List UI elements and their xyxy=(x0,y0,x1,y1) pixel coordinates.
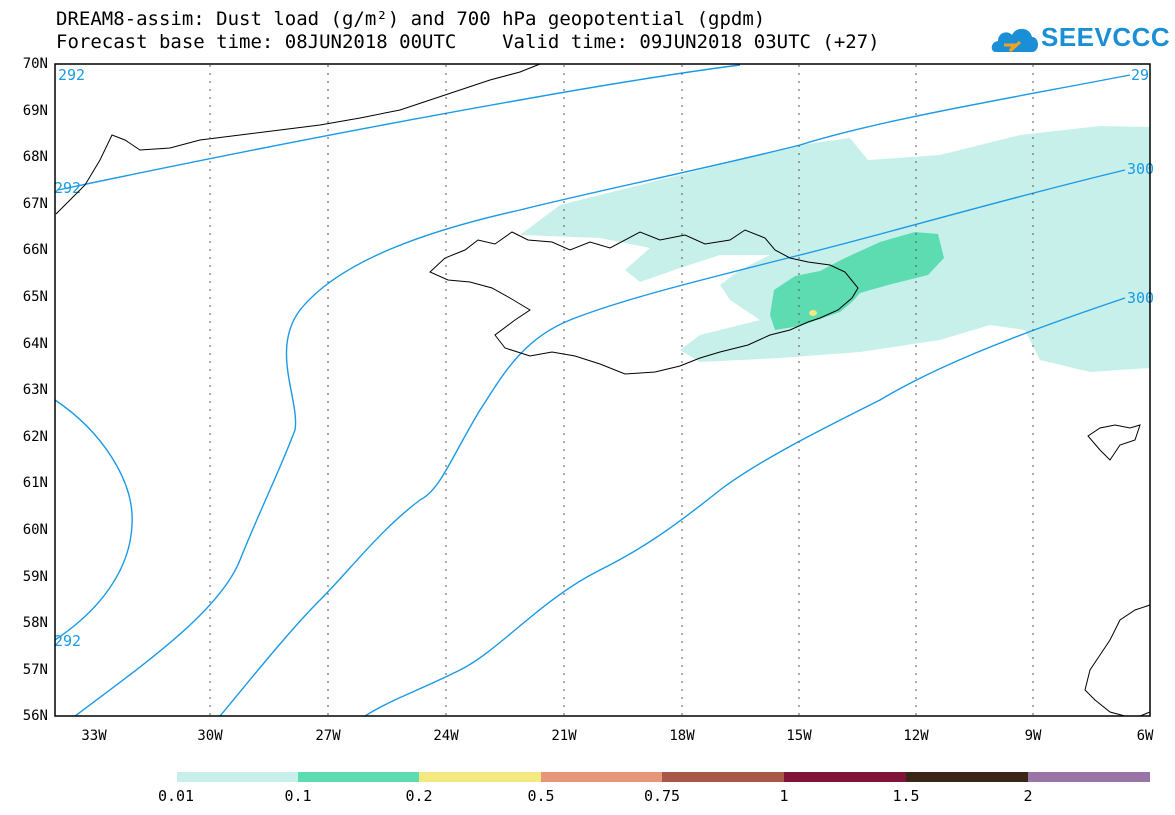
map-frame xyxy=(54,63,1151,717)
colorbar-label: 0.5 xyxy=(527,787,555,805)
map-subtitle: Forecast base time: 08JUN2018 00UTC Vali… xyxy=(56,31,880,53)
colorbar-segment xyxy=(662,772,784,782)
lat-label: 64N xyxy=(22,336,48,352)
scotland-coastline xyxy=(1084,604,1151,717)
colorbar-segment xyxy=(784,772,906,782)
logo-text: SEEVCCC xyxy=(1041,22,1171,52)
dust-load-fields xyxy=(520,126,1150,372)
colorbar-label: 1.5 xyxy=(892,787,920,805)
lat-label: 60N xyxy=(22,522,48,538)
colorbar-segment xyxy=(541,772,662,782)
contour-label: 292 xyxy=(54,179,81,197)
lon-label: 6W xyxy=(1136,728,1154,744)
colorbar-label: 0.75 xyxy=(643,787,681,805)
colorbar-label: 2 xyxy=(1023,787,1033,805)
contour-label: 292 xyxy=(54,632,81,650)
contour-line xyxy=(219,169,1126,717)
lat-label: 69N xyxy=(22,103,48,119)
cloud-icon xyxy=(991,28,1038,53)
contour-labels: 292 292 29 300 300 292 xyxy=(54,66,1154,650)
lon-label: 33W xyxy=(81,728,107,744)
lon-label: 18W xyxy=(669,728,695,744)
lon-label: 12W xyxy=(903,728,929,744)
colorbar-label: 0.1 xyxy=(284,787,312,805)
contour-line xyxy=(54,399,133,641)
lon-label: 21W xyxy=(551,728,577,744)
colorbar-segment xyxy=(177,772,298,782)
contour-label: 300 xyxy=(1127,289,1154,307)
colorbar-segment xyxy=(1028,772,1150,782)
lon-label: 15W xyxy=(786,728,812,744)
colorbar-segment xyxy=(419,772,541,782)
contour-line xyxy=(364,297,1126,717)
lat-label: 56N xyxy=(22,708,48,724)
geopotential-contours xyxy=(54,64,1131,717)
contour-line xyxy=(57,64,741,191)
lat-label: 59N xyxy=(22,569,48,585)
lat-label: 67N xyxy=(22,196,48,212)
contour-line xyxy=(74,74,1131,717)
colorbar-label: 0.01 xyxy=(157,787,195,805)
lat-label: 63N xyxy=(22,382,48,398)
colorbar-segment xyxy=(298,772,419,782)
lat-label: 70N xyxy=(22,56,48,72)
greenland-coastline xyxy=(55,63,541,215)
contour-label: 300 xyxy=(1127,160,1154,178)
contour-label: 292 xyxy=(58,66,85,84)
dust-area-high xyxy=(809,310,817,316)
map-title: DREAM8-assim: Dust load (g/m²) and 700 h… xyxy=(56,8,766,30)
coastlines xyxy=(55,63,1151,717)
lon-label: 27W xyxy=(315,728,341,744)
lat-label: 68N xyxy=(22,149,48,165)
dust-area-medium xyxy=(770,232,944,330)
colorbar-label: 1 xyxy=(779,787,789,805)
faroe-islands-coastline xyxy=(1087,424,1141,461)
colorbar-segment xyxy=(906,772,1028,782)
iceland-coastline xyxy=(429,229,859,375)
lat-label: 66N xyxy=(22,242,48,258)
dust-area-light xyxy=(520,126,1150,372)
colorbar-label: 0.2 xyxy=(405,787,433,805)
lat-label: 65N xyxy=(22,289,48,305)
lat-label: 62N xyxy=(22,429,48,445)
lat-label: 57N xyxy=(22,662,48,678)
lon-label: 24W xyxy=(433,728,459,744)
lon-label: 9W xyxy=(1024,728,1042,744)
lat-label: 58N xyxy=(22,615,48,631)
contour-label: 29 xyxy=(1131,66,1149,84)
lat-label: 61N xyxy=(22,475,48,491)
lon-label: 30W xyxy=(197,728,223,744)
